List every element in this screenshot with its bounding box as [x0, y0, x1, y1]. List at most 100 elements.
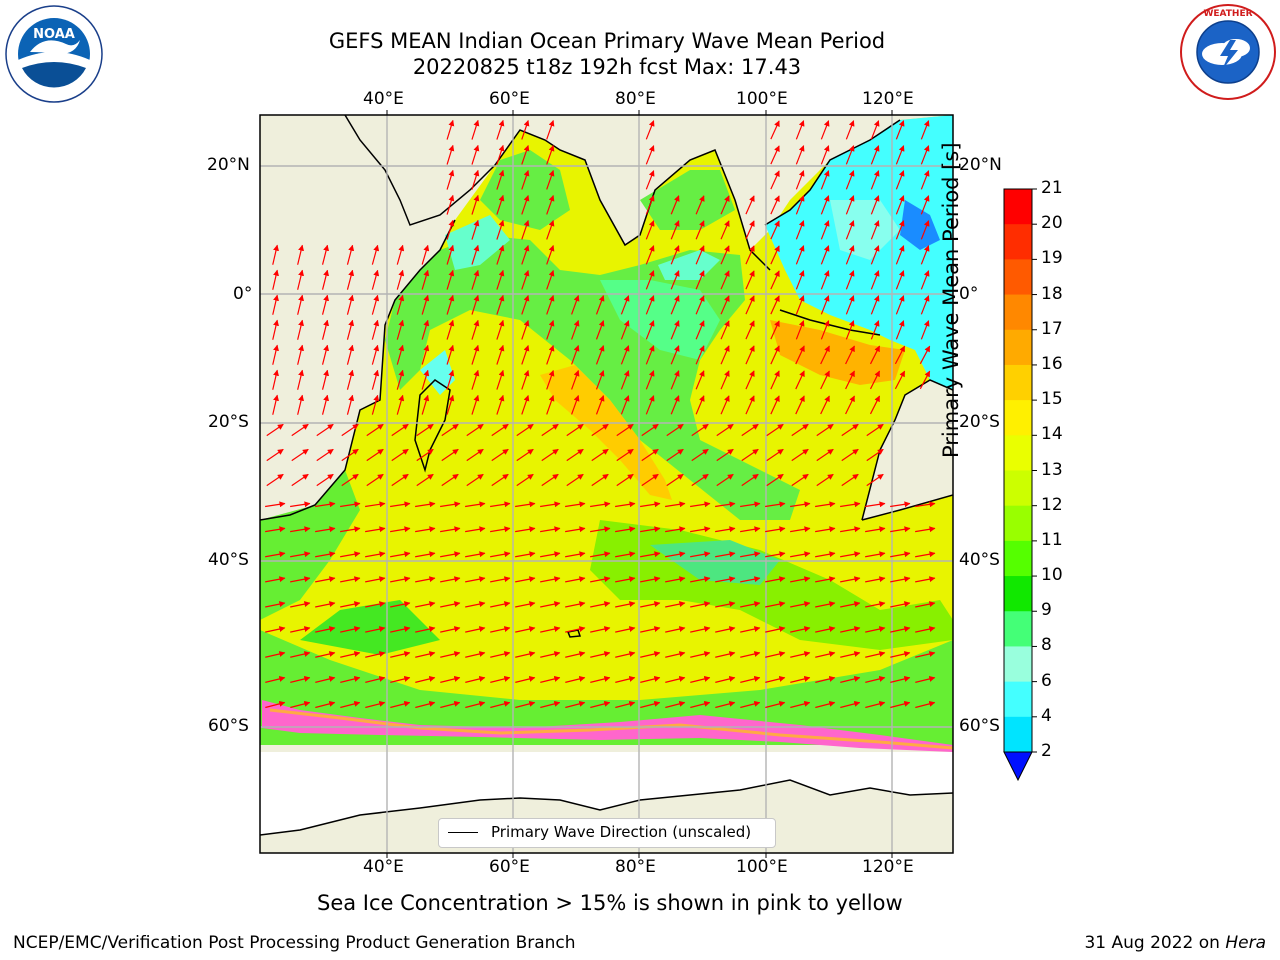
- wave-direction-arrow: [815, 551, 836, 558]
- wave-direction-arrow: [716, 423, 734, 437]
- wave-direction-arrow: [740, 601, 761, 608]
- wave-direction-arrow: [720, 345, 730, 365]
- wave-direction-arrow: [641, 448, 659, 462]
- wave-direction-arrow: [791, 473, 809, 487]
- wave-direction-arrow: [895, 145, 905, 165]
- wave-direction-arrow: [865, 601, 886, 608]
- wave-direction-arrow: [290, 651, 311, 658]
- wave-direction-arrow: [540, 626, 561, 633]
- wave-direction-arrow: [740, 675, 761, 683]
- wave-direction-arrow: [315, 551, 336, 558]
- wave-direction-arrow: [895, 120, 905, 140]
- wave-direction-arrow: [496, 394, 505, 415]
- wave-direction-arrow: [446, 169, 455, 190]
- wave-direction-arrow: [845, 270, 855, 290]
- wave-direction-arrow: [471, 319, 480, 340]
- map-legend: Primary Wave Direction (unscaled): [438, 818, 776, 848]
- wave-direction-arrow: [465, 700, 486, 709]
- wave-direction-arrow: [765, 526, 786, 533]
- wave-direction-arrow: [790, 651, 811, 658]
- wave-direction-arrow: [870, 170, 880, 190]
- wave-direction-arrow: [540, 551, 561, 558]
- wave-direction-arrow: [865, 675, 886, 683]
- wave-direction-arrow: [820, 295, 830, 315]
- wave-direction-arrow: [540, 651, 561, 658]
- colorbar-segment: [1004, 294, 1032, 331]
- wave-direction-arrow: [795, 345, 805, 365]
- wave-direction-arrow: [695, 345, 705, 365]
- wave-direction-arrow: [516, 423, 534, 437]
- wave-direction-arrow: [371, 369, 380, 390]
- wave-direction-arrow: [371, 344, 380, 365]
- svg-text:NOAA: NOAA: [33, 27, 75, 42]
- colorbar-tick-label: 9: [1041, 600, 1052, 621]
- wave-direction-arrow: [820, 270, 830, 290]
- wave-direction-arrow: [415, 601, 436, 608]
- wave-direction-arrow: [745, 395, 755, 415]
- lat-tick-left-0: 0°: [233, 284, 253, 304]
- colorbar-tick-label: 2: [1041, 741, 1052, 761]
- wave-direction-arrow: [870, 120, 880, 140]
- wave-direction-arrow: [465, 526, 486, 533]
- wave-direction-arrow: [869, 395, 881, 415]
- wave-direction-arrow: [421, 319, 430, 340]
- wave-direction-arrow: [440, 651, 461, 658]
- wave-direction-arrow: [440, 551, 461, 558]
- wave-direction-arrow: [515, 651, 536, 658]
- wave-direction-arrow: [471, 219, 480, 240]
- wave-direction-arrow: [615, 651, 636, 658]
- wave-direction-arrow: [365, 700, 386, 709]
- wave-direction-arrow: [795, 195, 805, 215]
- wave-direction-arrow: [690, 626, 711, 633]
- colorbar-tick-label: 6: [1041, 670, 1052, 691]
- wave-direction-arrow: [640, 551, 661, 558]
- wave-direction-arrow: [290, 501, 311, 508]
- wave-direction-arrow: [565, 601, 586, 608]
- wave-direction-arrow: [691, 423, 709, 437]
- wave-direction-arrow: [865, 526, 886, 533]
- wave-direction-arrow: [496, 294, 505, 315]
- wave-direction-arrow: [490, 601, 511, 608]
- wave-direction-arrow: [741, 423, 759, 437]
- colorbar-segment: [1004, 224, 1032, 260]
- wave-direction-arrow: [415, 551, 436, 558]
- wave-direction-arrow: [895, 220, 905, 240]
- wave-direction-arrow: [670, 195, 680, 215]
- wave-direction-arrow: [546, 244, 555, 265]
- wave-direction-arrow: [440, 700, 461, 709]
- wave-direction-arrow: [366, 473, 384, 487]
- wave-direction-arrow: [845, 295, 855, 315]
- wave-direction-arrow: [616, 473, 634, 487]
- wave-direction-arrow: [894, 370, 906, 390]
- wave-direction-arrow: [571, 345, 580, 365]
- wave-direction-arrow: [770, 195, 780, 215]
- wave-direction-arrow: [541, 473, 559, 487]
- lon-tick-bottom-100: 100°E: [736, 857, 788, 877]
- wave-direction-arrow: [546, 119, 555, 140]
- wave-direction-arrow: [615, 526, 636, 533]
- wave-direction-arrow: [490, 551, 511, 558]
- wave-direction-arrow: [446, 344, 455, 365]
- wave-direction-arrow: [615, 675, 636, 683]
- wave-direction-arrow: [870, 245, 880, 265]
- wave-direction-arrow: [446, 269, 455, 290]
- wave-direction-arrow: [720, 320, 730, 340]
- wave-direction-arrow: [770, 320, 780, 340]
- wave-direction-arrow: [795, 120, 805, 140]
- wave-direction-arrow: [845, 345, 855, 365]
- wave-direction-arrow: [415, 651, 436, 658]
- wave-direction-arrow: [471, 269, 480, 290]
- wave-direction-arrow: [795, 145, 805, 165]
- wave-direction-arrow: [415, 675, 436, 683]
- wave-direction-arrow: [365, 501, 386, 508]
- wave-direction-arrow: [265, 526, 286, 533]
- nws-logo: WEATHER: [1180, 4, 1276, 100]
- colorbar-segment: [1004, 329, 1032, 366]
- lon-tick-top-40: 40°E: [363, 89, 404, 109]
- wave-direction-arrow: [290, 576, 311, 583]
- wave-direction-arrow: [645, 170, 655, 190]
- wave-direction-arrow: [640, 675, 661, 683]
- wave-direction-arrow: [415, 700, 436, 709]
- wave-direction-arrow: [471, 344, 480, 365]
- wave-direction-arrow: [346, 394, 355, 415]
